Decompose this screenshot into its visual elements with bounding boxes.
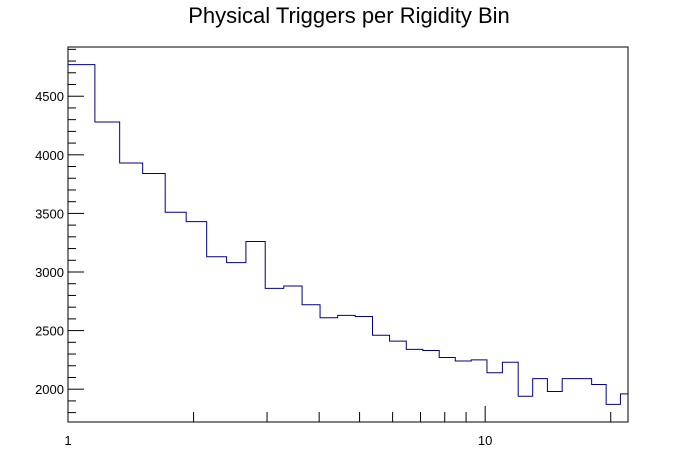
y-tick-label: 2000 bbox=[35, 382, 64, 397]
y-tick-label: 3500 bbox=[35, 206, 64, 221]
plot-frame bbox=[67, 46, 629, 423]
y-tick-label: 2500 bbox=[35, 324, 64, 339]
x-tick-label: 1 bbox=[64, 433, 71, 448]
y-tick-label: 3000 bbox=[35, 265, 64, 280]
chart-title: Physical Triggers per Rigidity Bin bbox=[188, 3, 510, 28]
x-tick-label: 10 bbox=[478, 433, 492, 448]
y-tick-label: 4500 bbox=[35, 89, 64, 104]
series-step-line bbox=[68, 64, 628, 405]
y-tick-label: 4000 bbox=[35, 148, 64, 163]
y-axis: 2000 2500 3000 3500 4000 4500 bbox=[35, 48, 84, 414]
x-axis: 1 10 bbox=[64, 406, 612, 448]
